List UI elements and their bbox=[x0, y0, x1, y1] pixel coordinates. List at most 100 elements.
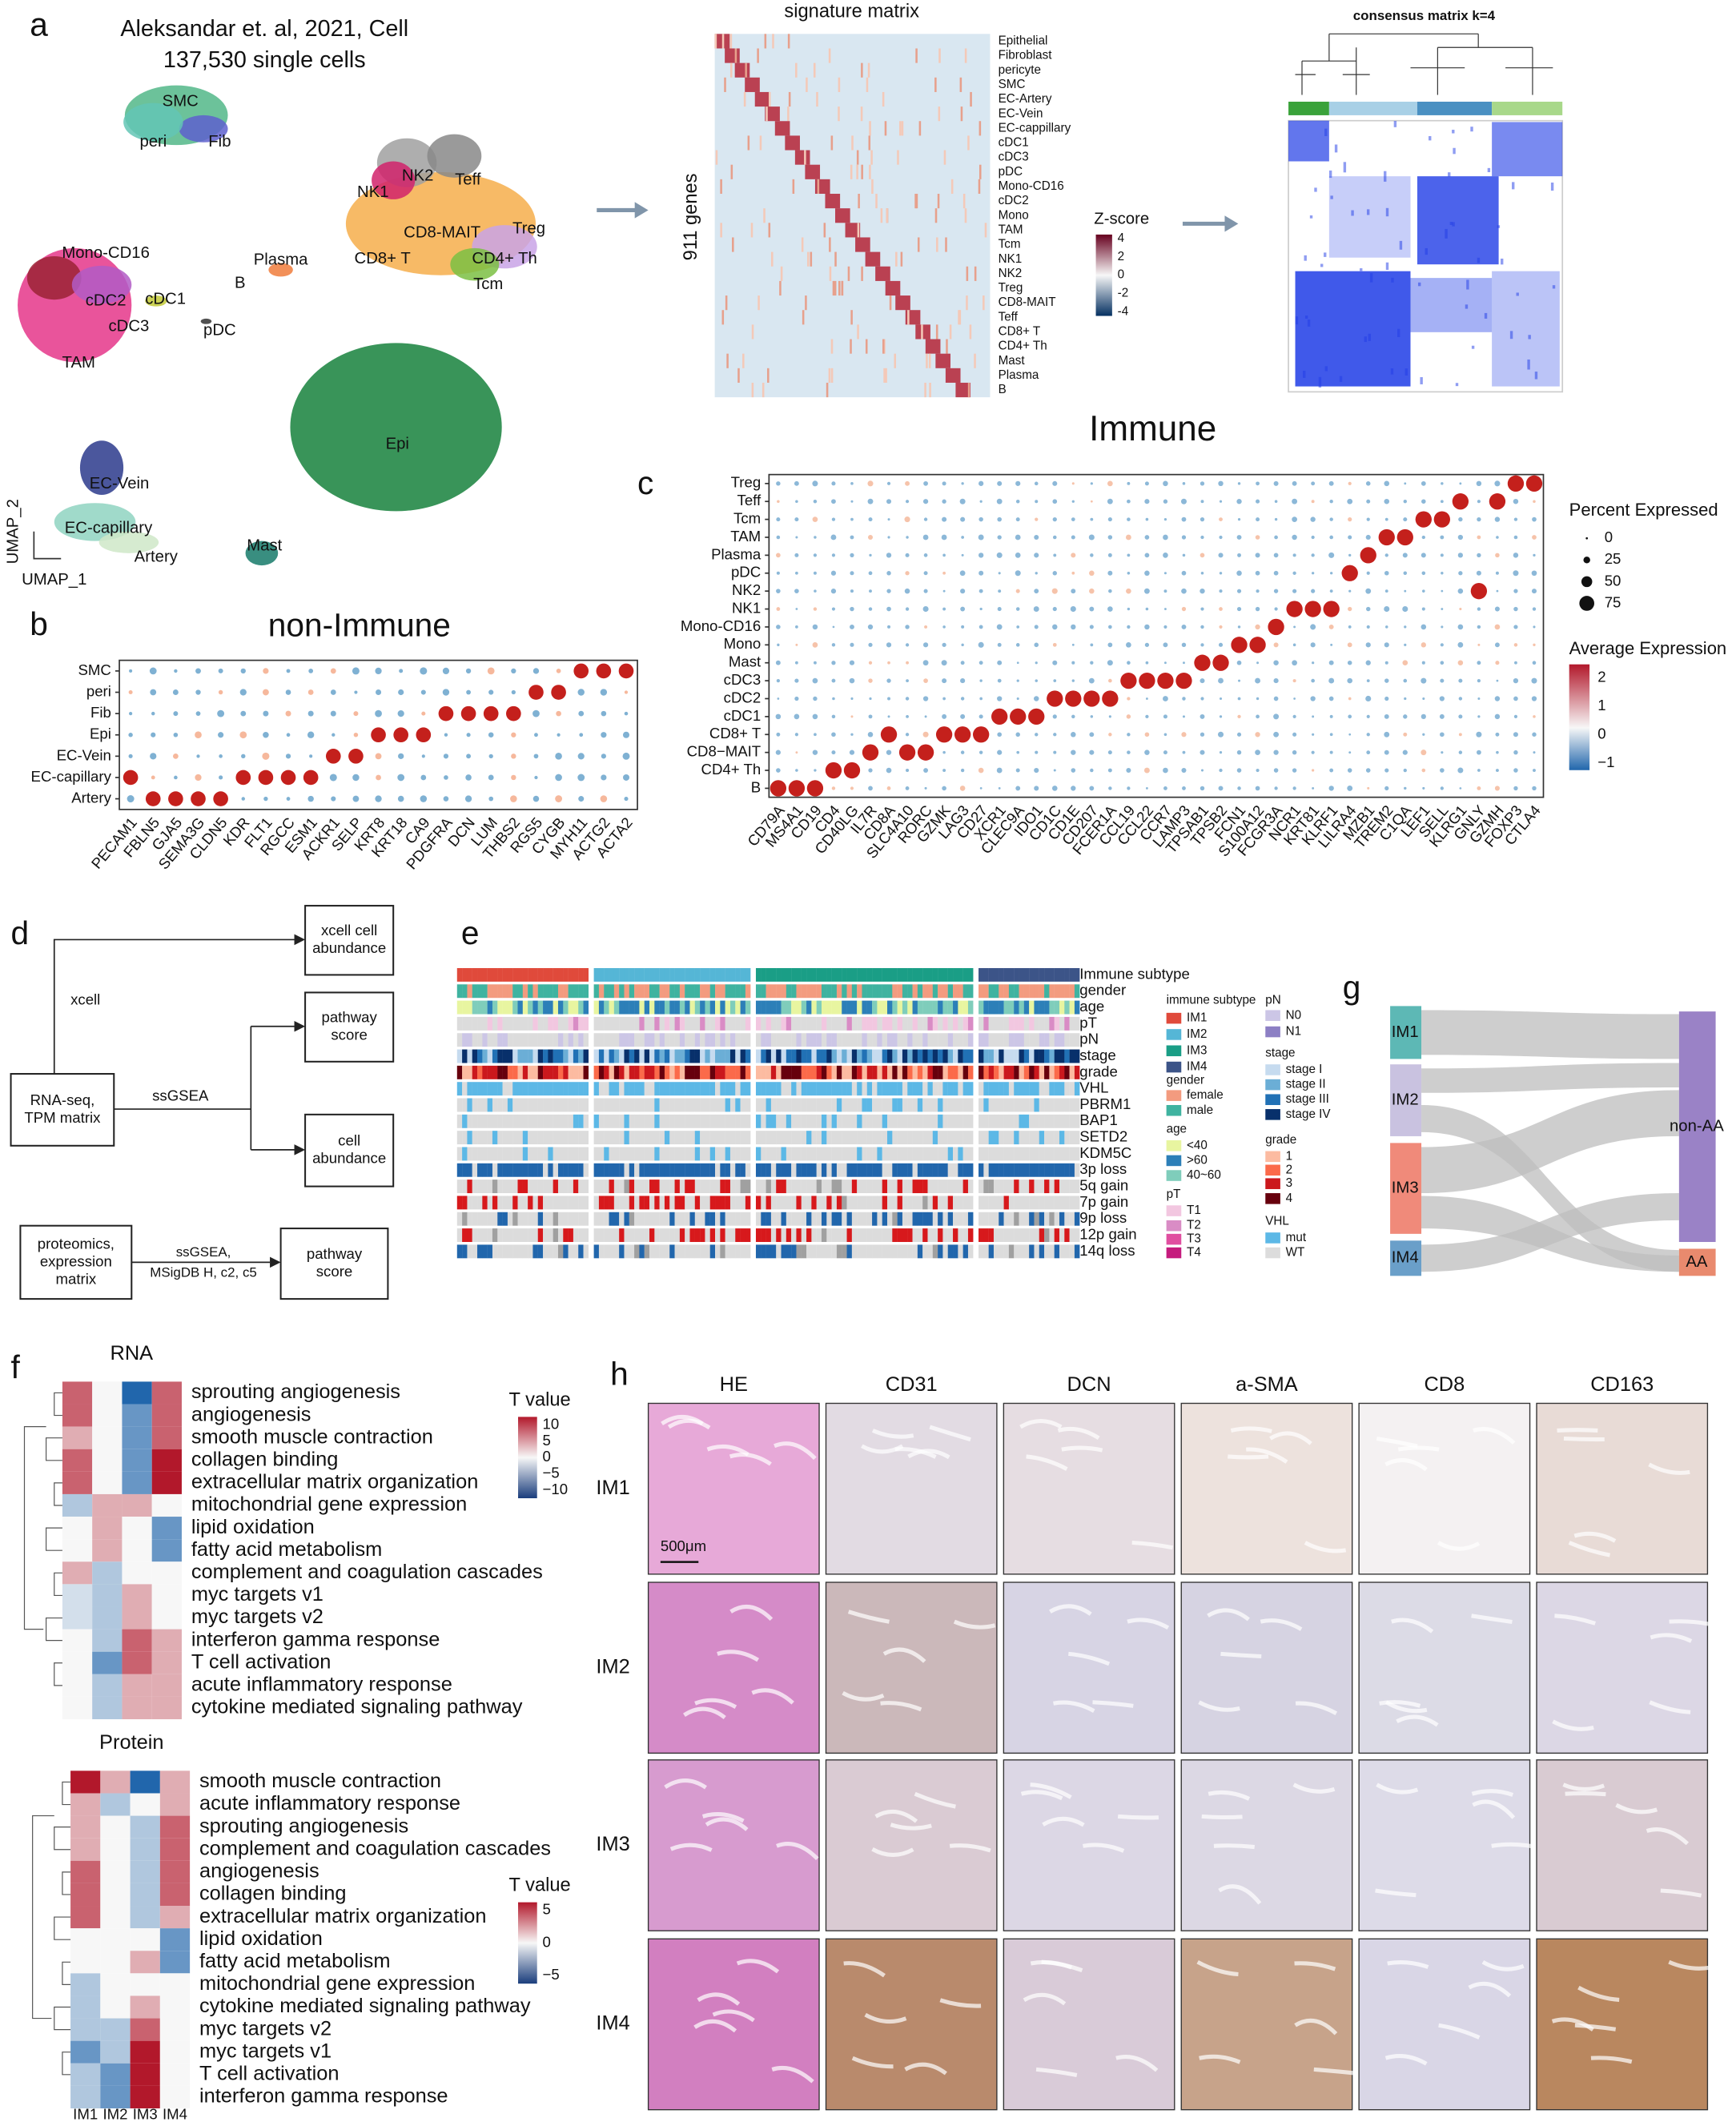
heatmap-cell bbox=[988, 1082, 995, 1096]
heatmap-cell bbox=[1003, 1114, 1010, 1128]
heatmap-cell bbox=[583, 1033, 589, 1047]
dot bbox=[1365, 588, 1372, 594]
dot bbox=[1494, 606, 1500, 612]
heatmap-cell bbox=[922, 1212, 928, 1226]
edge-label: ssGSEA, bbox=[176, 1244, 231, 1260]
heatmap-cell bbox=[842, 984, 847, 999]
heatmap-cell bbox=[669, 1082, 675, 1096]
heatmap-cell bbox=[122, 1606, 152, 1630]
heatmap-cell bbox=[999, 1098, 1004, 1112]
heatmap-cell bbox=[482, 1082, 488, 1096]
heatmap-cell bbox=[821, 1049, 827, 1063]
heatmap-cell bbox=[892, 1196, 898, 1210]
heatmap-cell bbox=[932, 1180, 938, 1194]
dot bbox=[1089, 732, 1095, 737]
heatmap-cell bbox=[100, 2018, 131, 2041]
heatmap-cell bbox=[846, 1228, 853, 1243]
heatmap-cell bbox=[563, 1000, 569, 1015]
heatmap-cell bbox=[709, 1098, 716, 1112]
heatmap-cell bbox=[487, 1049, 493, 1063]
dot bbox=[1144, 570, 1150, 577]
heatmap-cell bbox=[776, 1228, 782, 1243]
heatmap-cell bbox=[897, 1016, 903, 1031]
heatmap-cell bbox=[1064, 1244, 1070, 1259]
heatmap-cell bbox=[999, 984, 1004, 999]
heatmap-cell bbox=[715, 1196, 721, 1210]
heatmap-cell bbox=[720, 1065, 725, 1079]
heatmap-cell bbox=[831, 1244, 838, 1259]
heatmap-cell bbox=[548, 1244, 553, 1259]
heatmap-cell bbox=[159, 1815, 191, 1839]
dot bbox=[813, 661, 817, 665]
heatmap-cell bbox=[1034, 1114, 1039, 1128]
dot bbox=[1404, 482, 1407, 485]
dot bbox=[776, 571, 780, 575]
heatmap-cell bbox=[654, 1016, 660, 1031]
arrow-head bbox=[270, 1256, 281, 1268]
dot bbox=[812, 624, 818, 630]
heatmap-cell bbox=[1059, 1131, 1065, 1145]
heatmap-cell bbox=[1034, 1147, 1039, 1161]
dot bbox=[1329, 750, 1333, 754]
heatmap-cell bbox=[654, 1114, 660, 1128]
heatmap-cell bbox=[877, 1244, 882, 1259]
heatmap-cell bbox=[517, 967, 523, 982]
heatmap-cell bbox=[654, 1049, 660, 1063]
heatmap-cell bbox=[866, 1114, 873, 1128]
heatmap-cell bbox=[988, 1000, 995, 1015]
dot bbox=[1126, 641, 1131, 648]
row-label: Teff bbox=[999, 310, 1019, 324]
heatmap-cell bbox=[487, 1163, 493, 1177]
heatmap-cell bbox=[634, 1049, 640, 1063]
heatmap-cell bbox=[892, 1114, 898, 1128]
heatmap-cell bbox=[1019, 1196, 1024, 1210]
heatmap-cell bbox=[649, 1000, 655, 1015]
heatmap-cell bbox=[857, 1049, 862, 1063]
heatmap-cell bbox=[609, 1244, 615, 1259]
heatmap-cell bbox=[912, 1065, 918, 1079]
heatmap-cell bbox=[967, 1098, 974, 1112]
heatmap-cell bbox=[999, 1114, 1004, 1128]
dot bbox=[795, 500, 798, 503]
heatmap-cell bbox=[1003, 1033, 1010, 1047]
heatmap-cell bbox=[770, 1082, 777, 1096]
dot bbox=[775, 713, 782, 720]
heatmap-cell bbox=[953, 1131, 958, 1145]
heatmap-cell bbox=[1074, 1065, 1080, 1079]
heatmap-cell bbox=[907, 1147, 913, 1161]
heatmap-cell bbox=[664, 1147, 670, 1161]
heatmap-cell bbox=[786, 1000, 792, 1015]
heatmap-cell bbox=[983, 1196, 989, 1210]
dot bbox=[1458, 678, 1463, 683]
heatmap-cell bbox=[993, 1000, 999, 1015]
dot bbox=[1090, 768, 1094, 773]
heatmap-cell bbox=[537, 1065, 544, 1079]
heatmap-cell bbox=[689, 1082, 695, 1096]
heatmap-cell bbox=[619, 1065, 625, 1079]
heatmap-cell bbox=[583, 967, 589, 982]
heatmap-cell bbox=[862, 1131, 867, 1145]
heatmap-cell bbox=[1064, 1163, 1070, 1177]
heatmap-cell bbox=[834, 251, 837, 267]
micrograph bbox=[825, 1581, 998, 1754]
heatmap-cell bbox=[725, 1228, 731, 1243]
dot bbox=[1441, 572, 1444, 575]
heatmap-cell bbox=[872, 1212, 878, 1226]
tissue-texture bbox=[1220, 1651, 1262, 1659]
heatmap-cell bbox=[846, 1033, 853, 1047]
dot bbox=[1053, 750, 1057, 754]
heatmap-cell bbox=[654, 1196, 660, 1210]
dendrogram bbox=[45, 1617, 62, 1642]
heatmap-cell bbox=[70, 1951, 101, 1974]
heatmap-cell bbox=[725, 1065, 731, 1079]
tissue-texture bbox=[1207, 1608, 1250, 1622]
heatmap-cell bbox=[932, 1098, 938, 1112]
heatmap-cell bbox=[502, 1196, 508, 1210]
heatmap-cell bbox=[159, 1973, 191, 1996]
heatmap-cell bbox=[492, 1228, 498, 1243]
dot bbox=[1292, 589, 1297, 593]
heatmap-cell bbox=[725, 1049, 731, 1063]
heatmap-cell bbox=[492, 1082, 498, 1096]
heatmap-cell bbox=[487, 1000, 493, 1015]
heatmap-cell bbox=[1448, 172, 1451, 177]
